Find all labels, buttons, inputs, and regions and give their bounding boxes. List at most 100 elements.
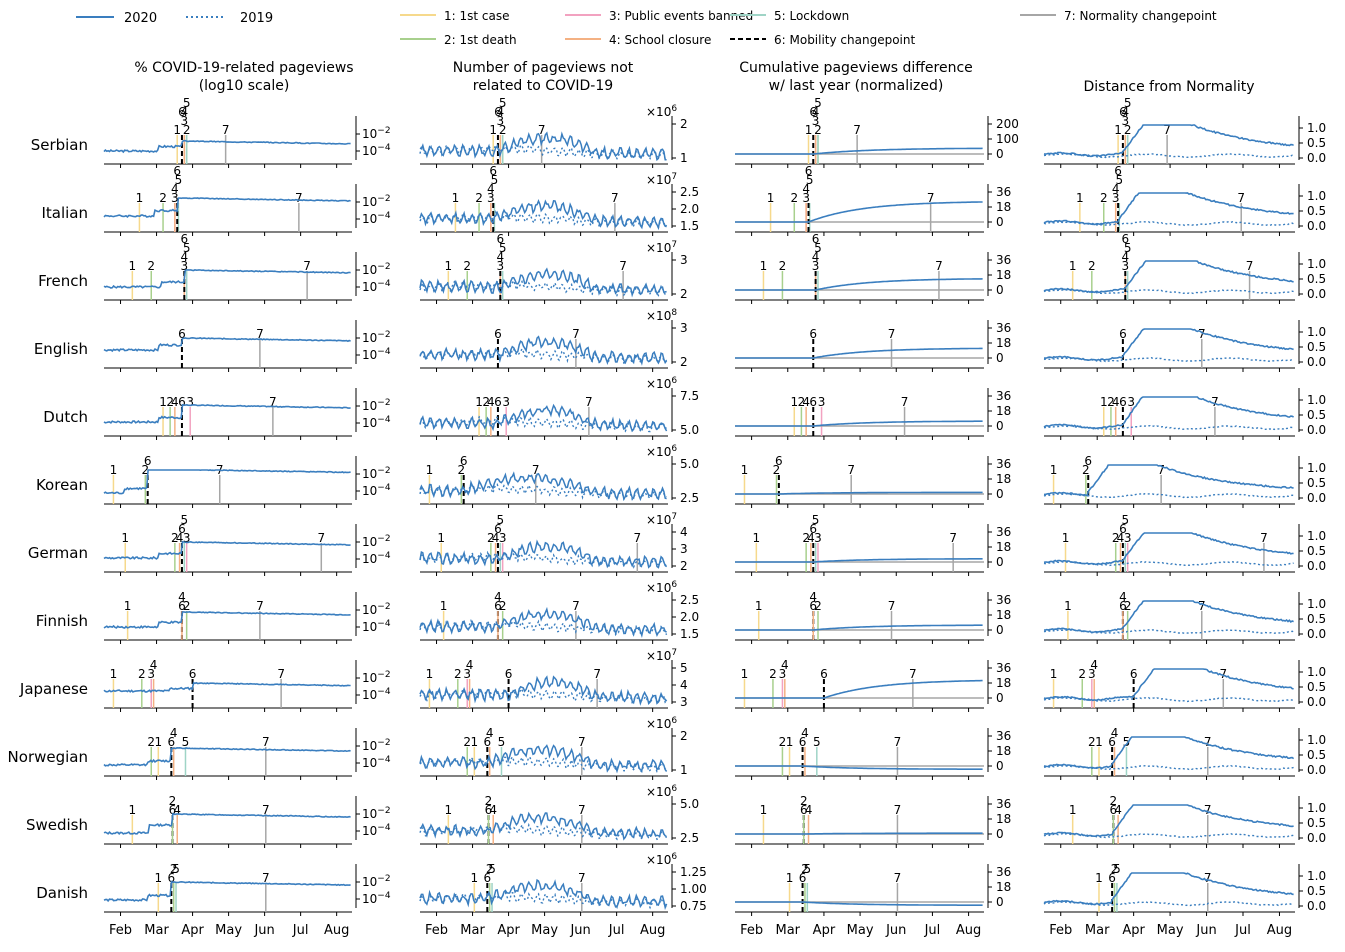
- column-title-0-line-1: (log10 scale): [199, 78, 290, 94]
- event-label-6: 6: [167, 871, 175, 885]
- y-tick-label: 10−4: [362, 551, 391, 566]
- event-label-2: 2: [142, 463, 150, 477]
- event-label-5: 5: [183, 241, 191, 255]
- y-tick-label: 0: [996, 419, 1004, 433]
- column-title-1-line-0: Number of pageviews not: [453, 60, 634, 76]
- event-label-4: 4: [487, 395, 495, 409]
- event-label-7: 7: [256, 599, 264, 613]
- event-label-4: 4: [486, 726, 494, 740]
- event-label-1: 1: [786, 871, 794, 885]
- event-label-6: 6: [178, 327, 186, 341]
- column-title-3-line-0: Distance from Normality: [1083, 79, 1254, 95]
- panel-dutch-1: 1 24 6 3 75.07.5×106: [419, 376, 699, 440]
- event-label-6: 6: [496, 232, 504, 246]
- event-label-2: 2: [463, 735, 471, 749]
- event-label-2: 2: [1082, 463, 1090, 477]
- event-label-7: 7: [262, 735, 270, 749]
- x-tick-label-apr: Apr: [497, 923, 520, 938]
- event-label-6: 6: [494, 599, 502, 613]
- x-tick-label-mar: Mar: [775, 923, 800, 938]
- y-tick-label: 1.0: [1307, 325, 1326, 339]
- scale-exponent: 6: [671, 104, 677, 114]
- event-label-2: 2: [454, 667, 462, 681]
- y-tick-label: 2: [680, 355, 688, 369]
- axis-scale-multiplier: ×107: [646, 512, 677, 527]
- event-label-3: 3: [1112, 191, 1120, 205]
- event-label-2: 2: [485, 794, 493, 808]
- event-label-6: 6: [178, 105, 186, 119]
- y-tick-label: 0.0: [1307, 355, 1326, 369]
- y-tick-label: 0: [996, 759, 1004, 773]
- panel-danish-0: 1 625 7 10−2 10−4 Feb Mar Apr May Jun Jul Aug: [103, 862, 391, 938]
- axis-scale-multiplier: ×106: [646, 852, 677, 867]
- event-label-4: 4: [170, 726, 178, 740]
- event-label-7: 7: [572, 327, 580, 341]
- series-2020-line: [419, 675, 668, 706]
- series-2020-line: [419, 811, 667, 841]
- y-tick-label: 1: [680, 763, 688, 777]
- event-label-7: 7: [303, 259, 311, 273]
- row-label-norwegian: Norwegian: [8, 748, 88, 766]
- series-2020-line: [735, 765, 983, 770]
- series-2020-line: [419, 539, 668, 569]
- event-label-2: 2: [1110, 794, 1118, 808]
- legend: 2020 2019 1: 1st case 2: 1st death 3: Public…: [76, 9, 1217, 47]
- event-label-2: 2: [1088, 259, 1096, 273]
- event-label-1: 1: [1100, 395, 1108, 409]
- event-label-3: 3: [812, 259, 820, 273]
- series-2020-line: [1043, 600, 1294, 634]
- event-label-1: 1: [426, 667, 434, 681]
- event-label-2: 2: [773, 463, 781, 477]
- series-2019-line: [419, 686, 668, 705]
- event-label-4: 4: [1112, 182, 1120, 196]
- event-label-1: 1: [786, 735, 794, 749]
- x-tick-label-jul: Jul: [1234, 923, 1251, 938]
- event-label-5: 5: [491, 173, 499, 187]
- y-tick-label: 18: [996, 540, 1011, 554]
- event-label-3: 3: [818, 395, 826, 409]
- y-tick-label: 10−4: [362, 279, 391, 294]
- event-label-6: 6: [799, 735, 807, 749]
- y-tick-label: 10−4: [362, 483, 391, 498]
- y-tick-label: 1.0: [1307, 869, 1326, 883]
- axis-scale-multiplier: ×106: [646, 580, 677, 595]
- event-label-6: 6: [173, 164, 181, 178]
- event-label-6: 6: [812, 232, 820, 246]
- y-tick-label: 18: [996, 608, 1011, 622]
- scale-exponent: 7: [671, 512, 677, 522]
- series-2020-line: [103, 139, 351, 154]
- event-label-1: 1: [741, 667, 749, 681]
- event-label-7: 7: [585, 395, 593, 409]
- y-tick-label: 10−2: [362, 126, 391, 141]
- y-tick-label: 36: [996, 457, 1011, 471]
- y-tick-label: 10−2: [362, 602, 391, 617]
- y-tick-label: 1.0: [1307, 257, 1326, 271]
- legend-label-event-3: 3: Public events banned: [609, 9, 753, 23]
- scale-exponent: 6: [671, 716, 677, 726]
- event-label-7: 7: [538, 123, 546, 137]
- y-tick-label: 10−4: [362, 415, 391, 430]
- event-label-5: 5: [496, 513, 504, 527]
- event-label-7: 7: [901, 395, 909, 409]
- event-label-3: 3: [499, 531, 507, 545]
- event-label-7: 7: [578, 735, 586, 749]
- event-label-7: 7: [317, 531, 325, 545]
- y-tick-label: 0.5: [1307, 748, 1326, 762]
- event-label-1: 1: [121, 531, 129, 545]
- y-tick-label: 10−4: [362, 211, 391, 226]
- y-tick-label: 18: [996, 744, 1011, 758]
- row-label-french: French: [38, 272, 88, 290]
- y-tick-label: 5.0: [680, 457, 699, 471]
- y-tick-label: 0.5: [1307, 204, 1326, 218]
- axis-scale-multiplier: ×106: [646, 716, 677, 731]
- series-2020-line: [1043, 260, 1294, 294]
- event-label-4: 4: [1119, 590, 1127, 604]
- y-tick-label: 0: [996, 487, 1004, 501]
